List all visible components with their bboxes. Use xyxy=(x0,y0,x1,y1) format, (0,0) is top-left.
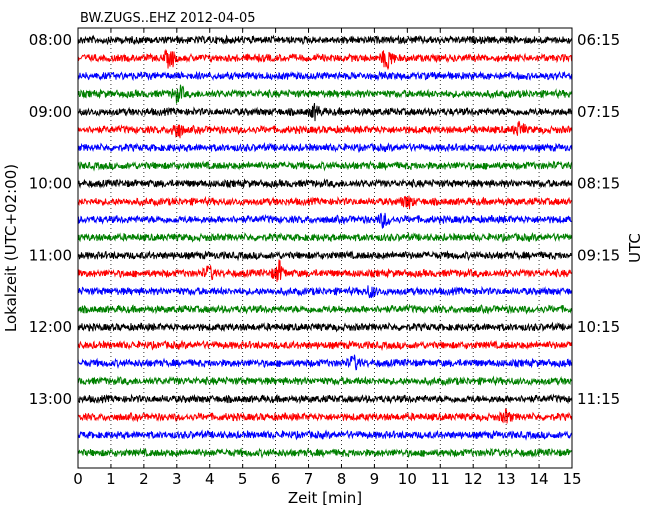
trace-line xyxy=(77,120,573,139)
x-axis-label: Zeit [min] xyxy=(288,489,362,507)
y-tick-label-left: 09:00 xyxy=(29,103,72,121)
trace-line xyxy=(77,84,573,104)
x-tick-label: 12 xyxy=(464,470,483,488)
axis-labels: 0 1 2 3 4 5 6 7 8 9 10 11 12 13 14 1508:0009:0010:0011:… xyxy=(29,31,620,488)
axis-ticks xyxy=(77,28,573,468)
trace-line xyxy=(77,354,573,371)
y-tick-label-left: 13:00 xyxy=(29,390,72,408)
trace-line xyxy=(77,339,573,352)
x-tick-label: 4 xyxy=(205,470,215,488)
trace-line xyxy=(77,142,573,154)
trace-line xyxy=(77,321,573,333)
trace-line xyxy=(77,285,573,299)
x-tick-label: 2 xyxy=(139,470,149,488)
x-tick-label: 8 xyxy=(337,470,347,488)
trace-line xyxy=(77,447,573,459)
y-tick-label-left: 10:00 xyxy=(29,175,72,193)
plot-frame xyxy=(77,27,573,469)
trace-line xyxy=(77,259,573,282)
y-tick-label-right: 08:15 xyxy=(577,175,620,193)
trace-line xyxy=(77,178,573,189)
trace-line xyxy=(77,375,573,387)
chart-title: BW.ZUGS..EHZ 2012-04-05 xyxy=(80,11,256,26)
x-tick-label: 5 xyxy=(238,470,248,488)
trace-line xyxy=(77,160,573,172)
trace-line xyxy=(77,249,573,262)
y-tick-label-right: 11:15 xyxy=(577,390,620,408)
y-axis-label-right: UTC xyxy=(626,233,644,263)
trace-group xyxy=(77,34,573,459)
y-tick-label-left: 11:00 xyxy=(29,246,72,264)
trace-line xyxy=(77,48,573,71)
y-tick-label-left: 12:00 xyxy=(29,318,72,336)
y-tick-label-right: 10:15 xyxy=(577,318,620,336)
y-tick-label-right: 07:15 xyxy=(577,103,620,121)
y-axis-label-left: Lokalzeit (UTC+02:00) xyxy=(2,164,20,332)
x-tick-label: 10 xyxy=(398,470,417,488)
trace-line xyxy=(77,34,573,46)
x-tick-label: 6 xyxy=(271,470,281,488)
trace-line xyxy=(77,212,573,229)
x-tick-label: 14 xyxy=(530,470,549,488)
x-tick-label: 1 xyxy=(106,470,116,488)
trace-line xyxy=(77,231,573,243)
y-tick-label-right: 09:15 xyxy=(577,246,620,264)
x-tick-label: 11 xyxy=(431,470,450,488)
trace-line xyxy=(77,408,573,424)
x-tick-label: 15 xyxy=(562,470,581,488)
trace-line xyxy=(77,393,573,405)
trace-line xyxy=(77,70,573,82)
x-tick-label: 3 xyxy=(172,470,182,488)
x-tick-label: 13 xyxy=(497,470,516,488)
y-tick-label-left: 08:00 xyxy=(29,31,72,49)
x-tick-label: 0 xyxy=(73,470,83,488)
y-tick-label-right: 06:15 xyxy=(577,31,620,49)
x-tick-label: 9 xyxy=(370,470,380,488)
trace-line xyxy=(77,303,573,315)
x-tick-label: 7 xyxy=(304,470,314,488)
trace-line xyxy=(77,429,573,441)
trace-line xyxy=(77,102,573,122)
grid-lines xyxy=(110,28,540,468)
trace-line xyxy=(77,195,573,210)
